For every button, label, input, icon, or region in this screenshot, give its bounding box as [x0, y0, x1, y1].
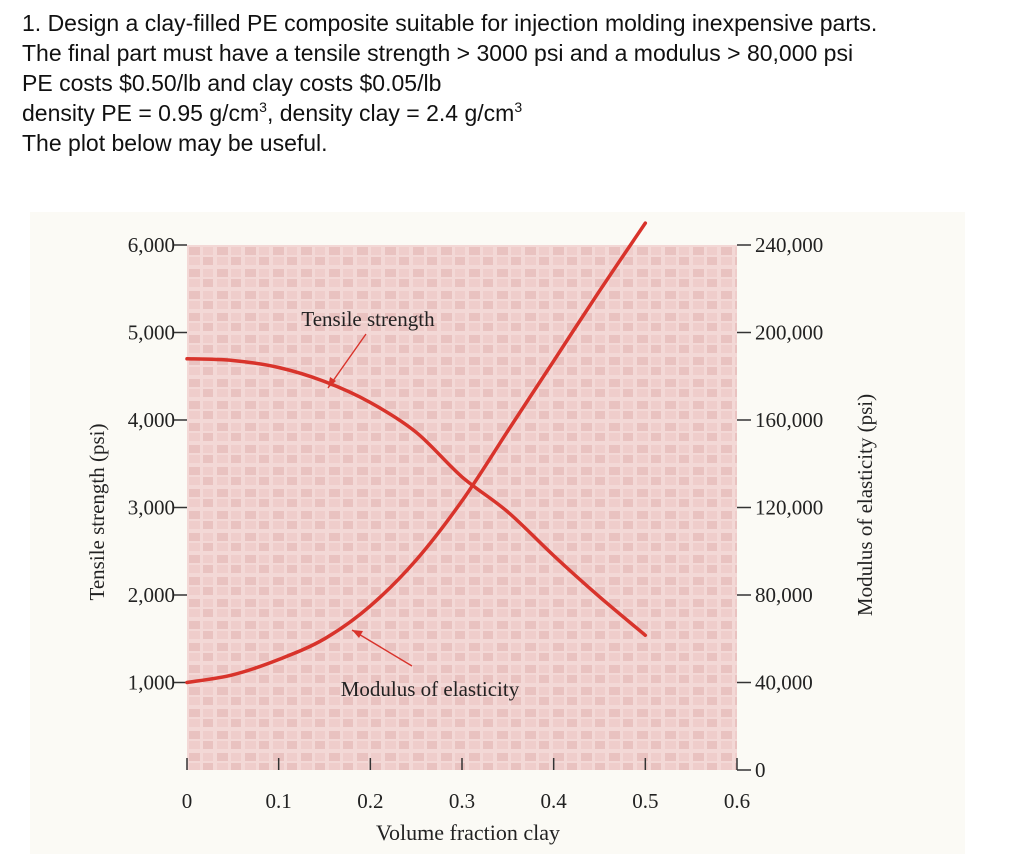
- y-right-tick-label: 80,000: [755, 583, 813, 607]
- problem-line-2: The final part must have a tensile stren…: [22, 40, 854, 66]
- figure-paper: [30, 212, 965, 854]
- y-right-tick-label: 200,000: [755, 321, 823, 345]
- annotations: Tensile strength Modulus of elasticity: [301, 307, 519, 701]
- curves: [185, 221, 648, 685]
- axis-ticks: [173, 244, 751, 771]
- x-tick-label: 0.2: [357, 789, 383, 813]
- superscript-3: 3: [514, 99, 523, 115]
- y-left-tick-label: 4,000: [128, 408, 175, 432]
- tensile-strength-curve: [185, 357, 648, 638]
- tensile-strength-arrow: [327, 333, 367, 389]
- tick-labels: 1,000 2,000 3,000 4,000 5,000 6,000 0 40,000 80,…: [128, 233, 824, 813]
- x-axis-label: Volume fraction clay: [376, 820, 560, 845]
- superscript-3: 3: [259, 99, 267, 115]
- problem-statement: 1. Design a clay-filled PE composite sui…: [22, 8, 1012, 158]
- x-tick-label: 0.5: [632, 789, 658, 813]
- x-tick-label: 0.1: [266, 789, 292, 813]
- modulus-annotation: Modulus of elasticity: [341, 677, 520, 701]
- x-tick-label: 0.3: [449, 789, 475, 813]
- tensile-strength-arrowhead: [328, 377, 336, 388]
- y-left-tick-label: 2,000: [128, 583, 175, 607]
- problem-line-4: density PE = 0.95 g/cm3, density clay = …: [22, 98, 1012, 128]
- y-left-tick-label: 5,000: [128, 321, 175, 345]
- plot-area: [187, 245, 737, 770]
- modulus-arrowhead: [352, 630, 363, 638]
- y-right-tick-label: 0: [755, 758, 766, 782]
- y-left-axis-label: Tensile strength (psi): [85, 424, 109, 601]
- y-left-tick-label: 6,000: [128, 233, 175, 257]
- y-right-tick-label: 160,000: [755, 408, 823, 432]
- y-right-tick-label: 120,000: [755, 496, 823, 520]
- density-clay-text: , density clay = 2.4 g/cm: [266, 100, 515, 126]
- problem-line-3: PE costs $0.50/lb and clay costs $0.05/l…: [22, 70, 442, 96]
- density-pe-text: density PE = 0.95 g/cm: [22, 100, 260, 126]
- modulus-of-elasticity-curve: [185, 221, 648, 685]
- problem-line-1: 1. Design a clay-filled PE composite sui…: [22, 10, 878, 36]
- x-tick-label: 0.4: [541, 789, 568, 813]
- tensile-strength-annotation: Tensile strength: [301, 307, 435, 331]
- x-tick-label: 0: [182, 789, 193, 813]
- problem-line-5: The plot below may be useful.: [22, 130, 328, 156]
- y-left-tick-label: 3,000: [128, 496, 175, 520]
- y-left-tick-label: 1,000: [128, 671, 175, 695]
- x-tick-label: 0.6: [724, 789, 750, 813]
- y-right-axis-label: Modulus of elasticity (psi): [853, 394, 877, 616]
- modulus-arrow: [351, 629, 413, 667]
- y-right-tick-label: 240,000: [755, 233, 823, 257]
- y-right-tick-label: 40,000: [755, 671, 813, 695]
